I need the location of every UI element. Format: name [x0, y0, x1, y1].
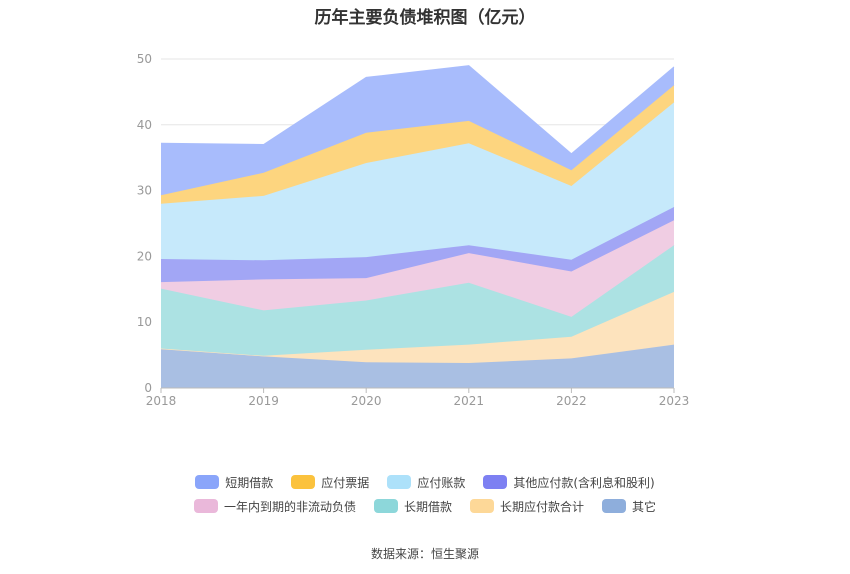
legend: 短期借款 应付票据 应付账款 其他应付款(含利息和股利) 一年内到期的非流动负债 长期借… — [0, 470, 850, 518]
legend-swatch — [193, 499, 218, 513]
legend-swatch — [195, 475, 220, 489]
area-series-3 — [161, 220, 674, 317]
legend-label: 一年内到期的非流动负债 — [223, 499, 356, 514]
area-series-6 — [161, 85, 674, 204]
legend-label: 应付票据 — [321, 475, 370, 490]
legend-swatch — [602, 499, 627, 513]
x-tick-label: 2018 — [146, 394, 177, 408]
stacked-area-chart: 0 10 20 30 40 50 2018 2019 2020 2021 2022 2023 — [137, 52, 690, 408]
legend-row-2: 一年内到期的非流动负债 长期借款 长期应付款合计 其它 — [0, 494, 850, 518]
y-tick-label: 50 — [137, 52, 152, 66]
legend-label: 短期借款 — [225, 475, 274, 490]
legend-label: 其他应付款(含利息和股利) — [513, 475, 655, 490]
legend-item[interactable]: 其它 — [602, 498, 656, 515]
y-tick-label: 30 — [137, 184, 152, 198]
area-edge-7 — [160, 65, 675, 155]
chart-title: 历年主要负债堆积图（亿元） — [314, 8, 536, 28]
legend-item[interactable]: 长期应付款合计 — [470, 498, 584, 515]
area-series-2 — [161, 245, 674, 356]
y-tick-label: 0 — [144, 381, 152, 395]
legend-swatch — [387, 475, 412, 489]
area-series-7 — [161, 65, 674, 196]
y-tick-label: 20 — [137, 249, 152, 263]
x-tick-label: 2019 — [248, 394, 279, 408]
area-series-1 — [161, 291, 674, 363]
y-tick-label: 40 — [137, 118, 152, 132]
area-series-5 — [161, 102, 674, 261]
axis-layer: 0 10 20 30 40 50 2018 2019 2020 2021 2022 2023 — [137, 52, 690, 408]
legend-item[interactable]: 应付账款 — [387, 474, 465, 491]
legend-item[interactable]: 应付票据 — [291, 474, 369, 491]
legend-label: 其它 — [632, 499, 657, 514]
legend-label: 应付账款 — [417, 475, 466, 490]
data-source-note: 数据来源：恒生聚源 — [370, 547, 479, 561]
legend-swatch — [470, 499, 494, 513]
legend-label: 长期借款 — [403, 499, 452, 514]
legend-swatch — [291, 475, 316, 489]
x-tick-label: 2022 — [556, 394, 587, 408]
legend-item[interactable]: 短期借款 — [195, 474, 273, 491]
x-tick-label: 2020 — [351, 394, 382, 408]
area-series-0 — [161, 344, 674, 388]
x-tick-label: 2021 — [454, 394, 485, 408]
y-tick-label: 10 — [137, 315, 152, 329]
x-tick-label: 2023 — [659, 394, 690, 408]
legend-item[interactable]: 一年内到期的非流动负债 — [193, 498, 356, 515]
area-series-4 — [161, 207, 674, 283]
legend-row-1: 短期借款 应付票据 应付账款 其他应付款(含利息和股利) — [0, 470, 850, 494]
legend-swatch — [483, 475, 508, 489]
legend-label: 长期应付款合计 — [500, 499, 585, 514]
legend-item[interactable]: 其他应付款(含利息和股利) — [483, 474, 655, 491]
legend-item[interactable]: 长期借款 — [373, 498, 452, 515]
legend-swatch — [373, 499, 398, 513]
area-layer — [160, 65, 675, 388]
